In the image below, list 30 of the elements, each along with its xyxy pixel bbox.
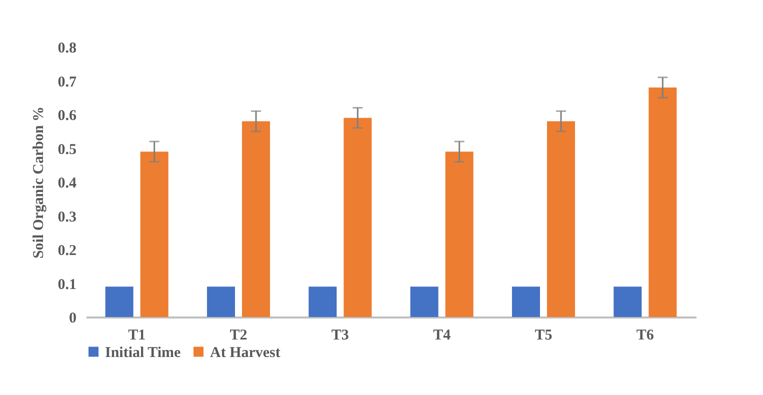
- x-tick-label: T4: [433, 328, 452, 344]
- bar: [512, 286, 540, 317]
- bar: [445, 152, 474, 317]
- bar: [140, 152, 168, 317]
- bar: [344, 118, 372, 317]
- bar: [308, 286, 337, 317]
- bar: [547, 121, 576, 317]
- y-tick-label: 0.8: [58, 40, 76, 56]
- bar: [206, 286, 235, 317]
- x-tick-label: T2: [230, 328, 248, 344]
- y-tick-label: 0.4: [58, 176, 77, 192]
- bar: [410, 286, 438, 317]
- legend-label: At Harvest: [210, 344, 280, 361]
- x-tick-label: T6: [636, 328, 654, 344]
- bar: [242, 121, 270, 317]
- y-tick-label: 0.1: [58, 276, 76, 293]
- legend-label: Initial Time: [105, 344, 182, 361]
- y-tick-label: 0.2: [58, 243, 76, 259]
- x-tick-label: T3: [331, 328, 349, 344]
- y-tick-label: 0.6: [58, 108, 77, 124]
- bar: [105, 286, 134, 317]
- y-tick-label: 0.5: [58, 142, 76, 158]
- y-tick-label: 0: [69, 310, 76, 326]
- bar: [614, 286, 642, 317]
- y-tick-label: 0.3: [58, 209, 76, 226]
- y-axis-title: Soil Organic Carbon %: [30, 106, 47, 259]
- x-tick-label: T1: [128, 328, 146, 344]
- bar: [648, 88, 677, 317]
- x-tick-label: T5: [534, 328, 552, 344]
- y-tick-label: 0.7: [58, 74, 77, 90]
